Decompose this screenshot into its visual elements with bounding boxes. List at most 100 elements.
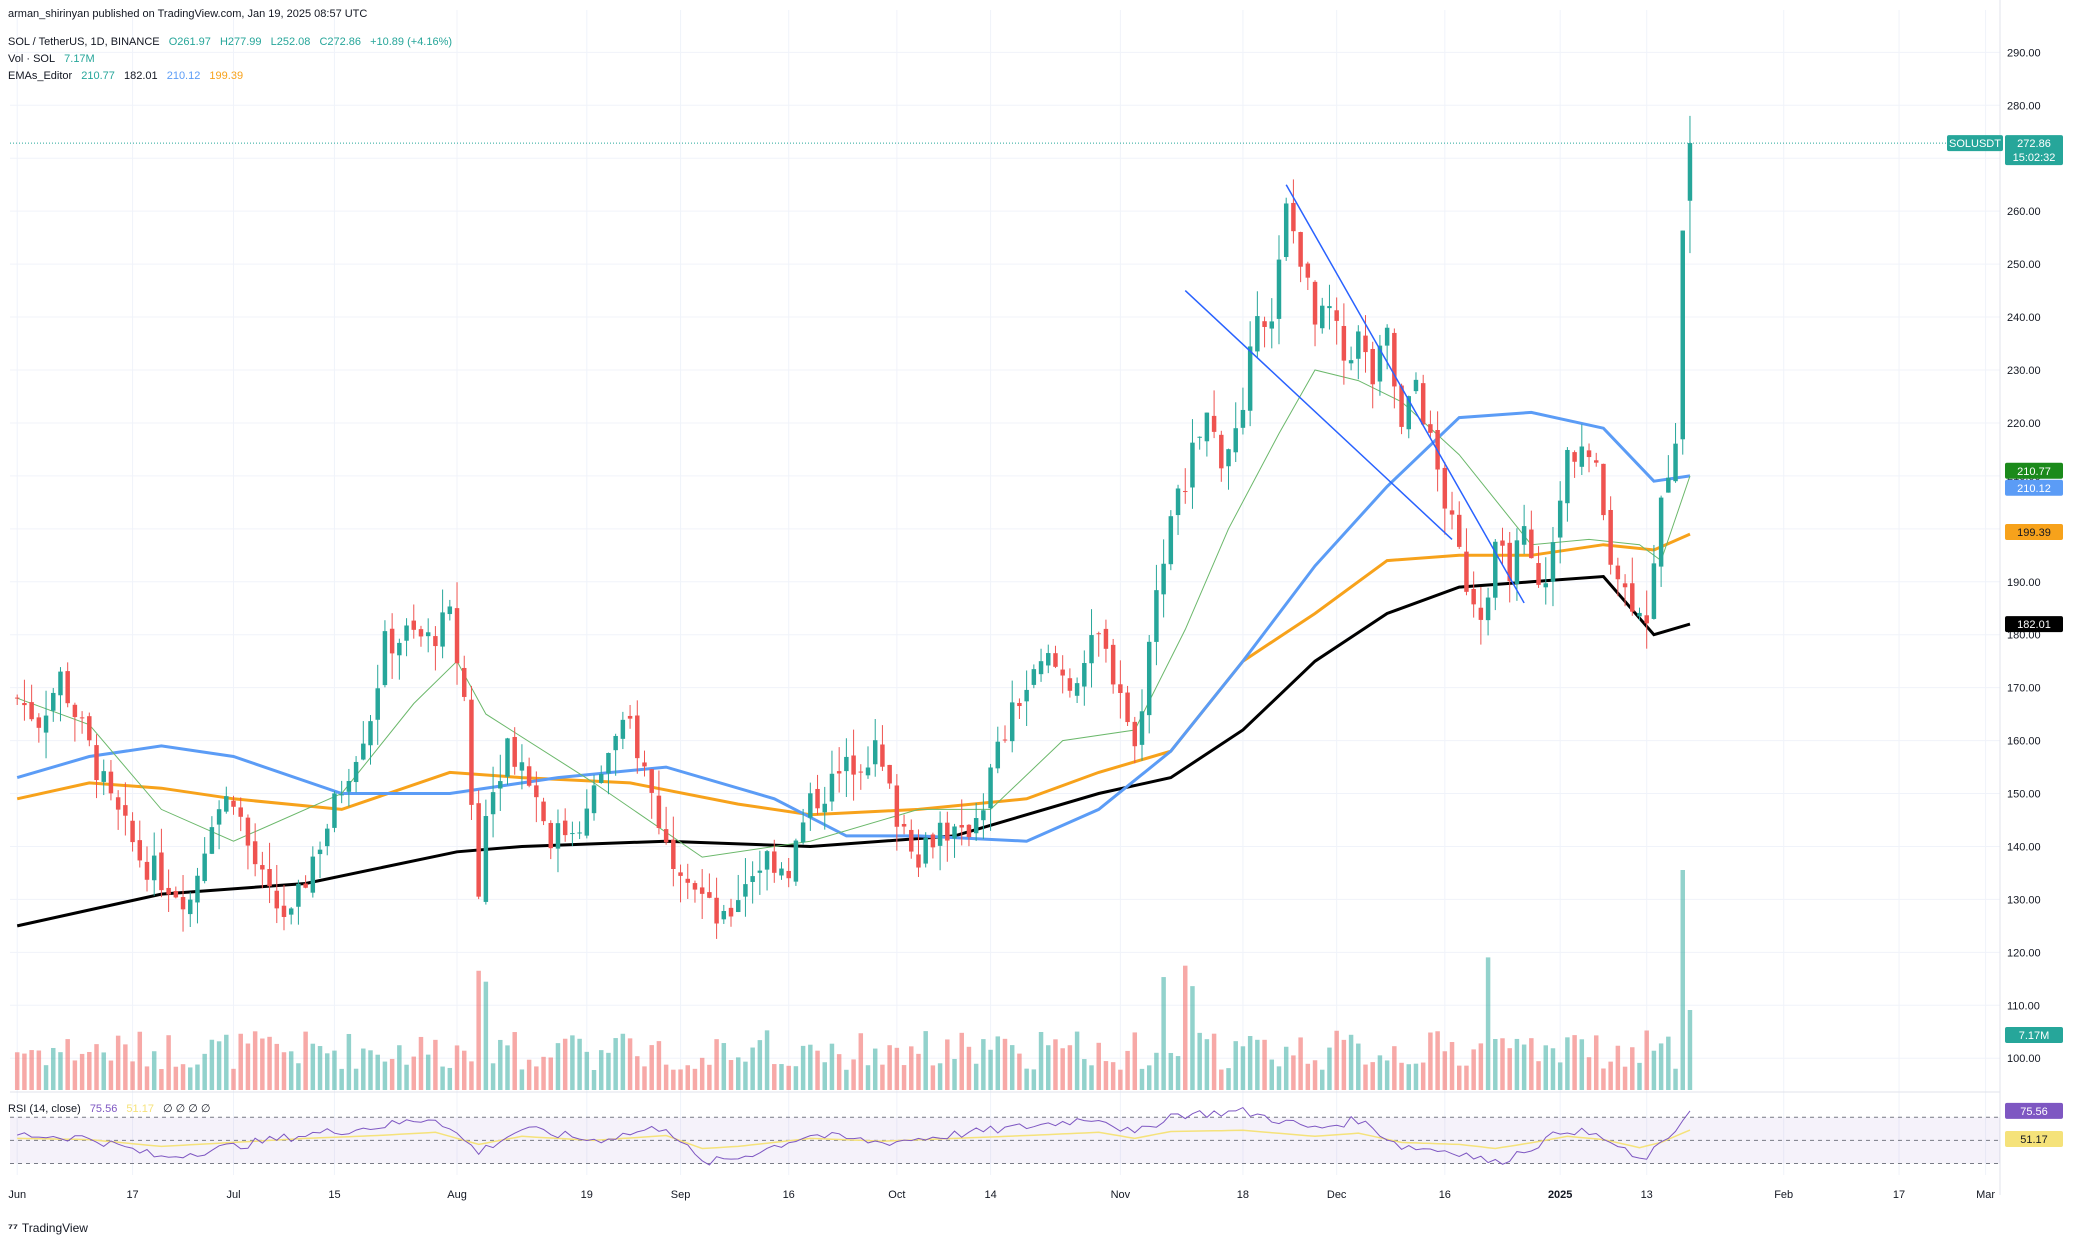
candle-body: [548, 822, 553, 849]
x-tick-label: 17: [1893, 1189, 1905, 1201]
ema-blue-badge: 210.12: [2017, 483, 2051, 495]
candle-body: [353, 761, 359, 783]
candle-body: [382, 631, 388, 686]
volume-bar: [728, 1060, 734, 1090]
volume-bar: [613, 1038, 618, 1090]
symbol-legend[interactable]: SOL / TetherUS, 1D, BINANCE O261.97 H277…: [8, 36, 458, 48]
candle-body: [562, 820, 568, 836]
candle-body: [303, 883, 308, 888]
candle-body: [1406, 396, 1412, 430]
volume-bar: [462, 1050, 467, 1090]
volume-bar: [375, 1054, 380, 1090]
volume-bar: [339, 1068, 344, 1090]
volume-bar: [829, 1043, 835, 1090]
ema-orange-badge-bg: [2005, 524, 2063, 541]
candle-body: [1197, 436, 1202, 438]
candle-body: [1601, 463, 1606, 516]
volume-bar: [1067, 1045, 1073, 1090]
volume-bar: [1572, 1035, 1577, 1090]
tradingview-logo[interactable]: ⁷⁷ TradingView: [8, 1221, 88, 1235]
candle-body: [252, 841, 258, 865]
volume-bar: [195, 1064, 200, 1090]
symbol-name[interactable]: SOL / TetherUS, 1D, BINANCE: [8, 36, 160, 48]
candle-body: [1666, 477, 1671, 493]
candle-body: [534, 785, 539, 798]
candle-body: [851, 755, 856, 775]
x-tick-label: 17: [126, 1189, 138, 1201]
candle-body: [1644, 615, 1649, 624]
volume-bar: [1579, 1039, 1585, 1090]
volume-bar: [1334, 1030, 1339, 1090]
candle-body: [1009, 702, 1015, 742]
x-tick-label: Nov: [1111, 1189, 1131, 1201]
candle-body: [1485, 597, 1491, 621]
volume-bar: [1514, 1038, 1520, 1090]
candle-body: [79, 717, 85, 719]
candle-body: [858, 771, 864, 773]
volume-bar: [317, 1046, 323, 1090]
candle-body: [1348, 360, 1354, 364]
volume-bar: [577, 1038, 582, 1090]
candle-body: [1687, 143, 1693, 201]
channel-line: [1285, 184, 1525, 604]
volume-bar: [714, 1039, 719, 1090]
volume-bar: [981, 1039, 986, 1090]
volume-bar: [79, 1053, 85, 1090]
volume-legend[interactable]: Vol · SOL 7.17M: [8, 53, 101, 65]
rsi-legend[interactable]: RSI (14, close) 75.56 51.17 ∅ ∅ ∅ ∅: [8, 1102, 217, 1115]
time-axis: Jun 17 Jul 15 Aug 19 Sep 16 Oct 14 Nov 18 Dec 16 2025 1…: [8, 1189, 1995, 1201]
candle-body: [1089, 635, 1094, 664]
candle-body: [1017, 702, 1022, 707]
volume-bar: [252, 1031, 258, 1090]
volume-bar: [570, 1035, 575, 1090]
candle-body: [584, 808, 590, 836]
candle-body: [721, 911, 727, 920]
rsi-badge-bg: [2005, 1102, 2063, 1119]
candle-body: [267, 869, 272, 887]
rsi-extras: ∅ ∅ ∅ ∅: [163, 1103, 211, 1115]
volume-bar: [1420, 1062, 1426, 1090]
volume-bar: [1096, 1042, 1101, 1090]
candle-body: [346, 781, 352, 792]
candle-body: [743, 884, 748, 897]
candle-body: [793, 840, 799, 882]
candle-body: [1168, 516, 1174, 565]
volume-value: 7.17M: [64, 53, 95, 65]
candle-body: [209, 827, 215, 854]
volume-bar: [685, 1065, 690, 1090]
candle-body: [260, 865, 265, 870]
candle-body: [1500, 540, 1505, 546]
volume-bar: [584, 1051, 590, 1090]
volume-bar: [800, 1045, 806, 1090]
volume-bar: [865, 1065, 871, 1090]
volume-bar: [94, 1044, 99, 1090]
volume-bar: [1247, 1036, 1253, 1090]
candle-body: [1305, 263, 1311, 278]
volume-bar: [1139, 1068, 1145, 1090]
y-tick-label: 250.00: [2007, 259, 2041, 271]
candle-body: [1132, 721, 1138, 747]
volume-bar: [1586, 1057, 1592, 1090]
volume-bar: [1565, 1037, 1570, 1090]
candle-body: [288, 908, 294, 915]
volume-bar: [65, 1039, 70, 1090]
ema-legend[interactable]: EMAs_Editor 210.77 182.01 210.12 199.39: [8, 70, 249, 82]
volume-badge: 7.17M: [2019, 1030, 2050, 1042]
candle-body: [173, 891, 179, 898]
volume-bar: [973, 1063, 979, 1090]
volume-bar: [786, 1065, 791, 1090]
volume-bar: [123, 1044, 128, 1090]
candle-body: [397, 642, 402, 656]
candle-body: [1507, 542, 1512, 582]
volume-bar: [1161, 977, 1166, 1090]
ema-value-3: 210.12: [166, 70, 201, 82]
volume-bar: [1291, 1055, 1296, 1090]
chart-grid: [10, 0, 2001, 1195]
y-tick-label: 100.00: [2007, 1053, 2041, 1065]
volume-bar: [1009, 1045, 1015, 1090]
volume-bar: [1312, 1060, 1318, 1090]
candle-body: [671, 839, 676, 870]
candle-body: [707, 892, 712, 898]
ohlc-change: +10.89 (+4.16%): [370, 36, 453, 48]
